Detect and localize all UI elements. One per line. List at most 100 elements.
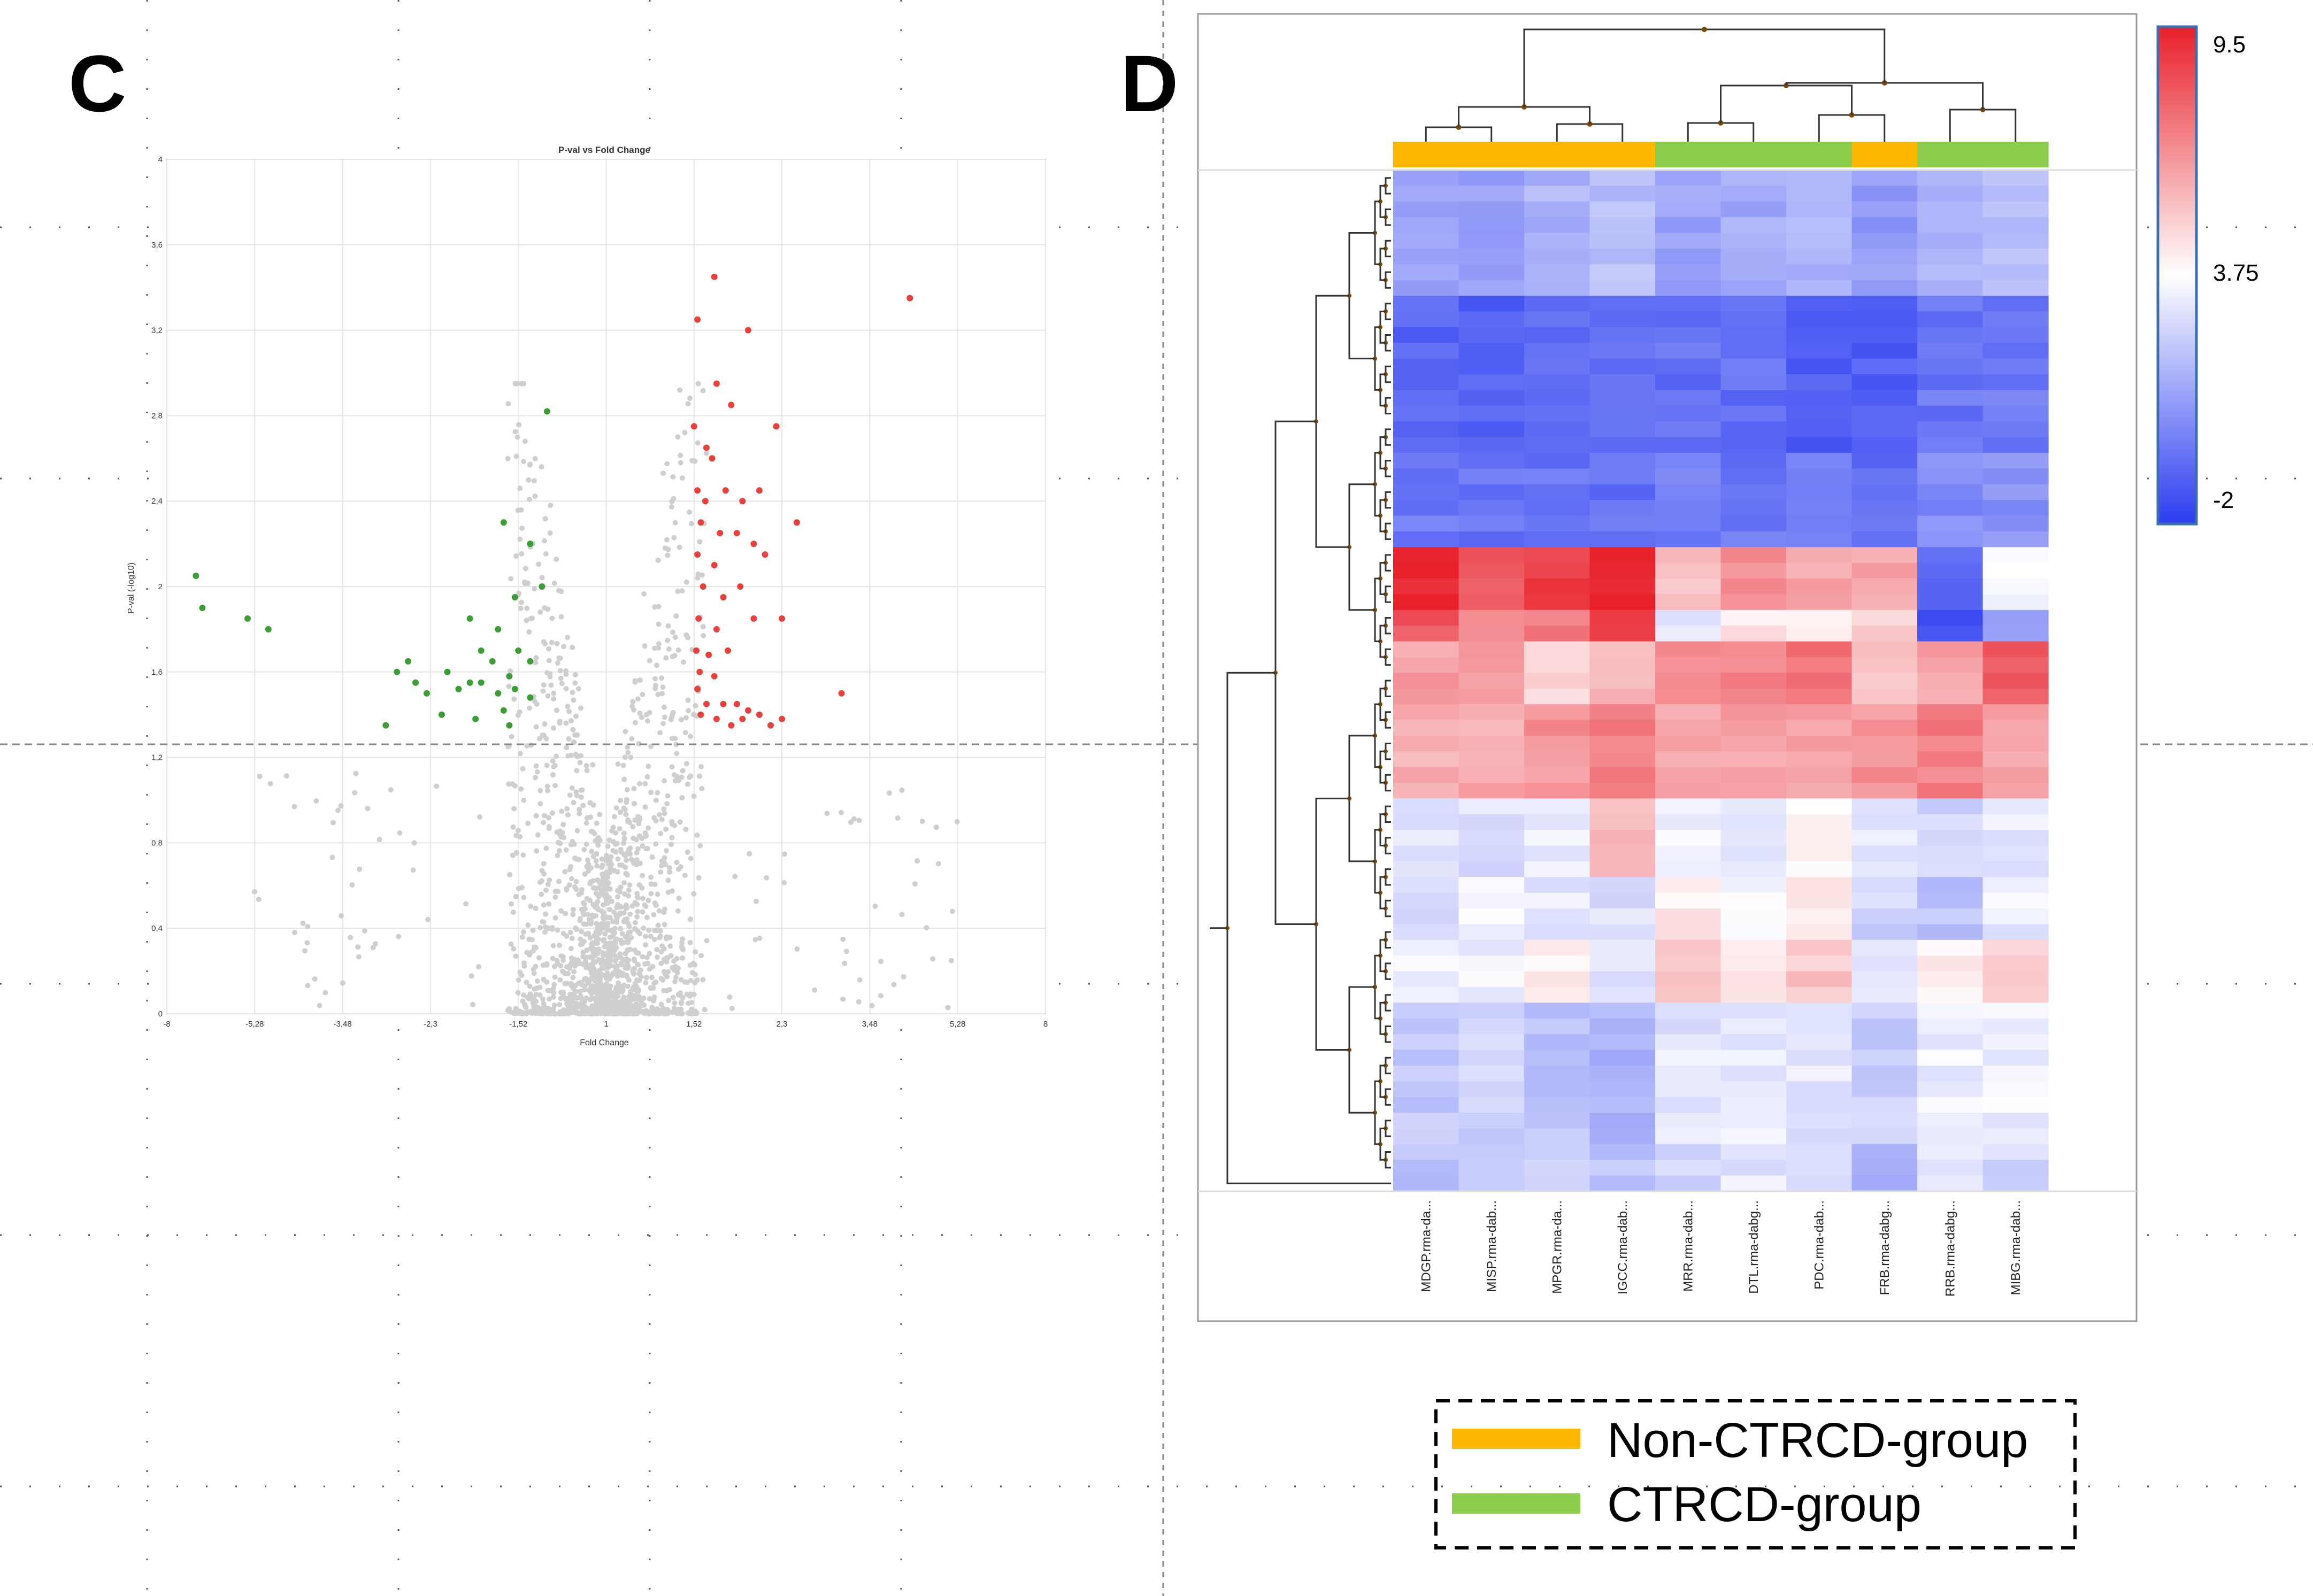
volcano-point-ns bbox=[650, 1010, 656, 1016]
volcano-point-ns bbox=[574, 754, 580, 760]
volcano-point-up bbox=[713, 380, 720, 387]
volcano-point-ns bbox=[915, 858, 920, 864]
heatmap-cell bbox=[1655, 500, 1722, 516]
volcano-point-ns bbox=[670, 994, 676, 1000]
heatmap-cell bbox=[1458, 939, 1525, 956]
row-dendrogram bbox=[1210, 177, 1391, 1184]
volcano-point-ns bbox=[544, 762, 550, 768]
volcano-point-ns bbox=[623, 812, 629, 818]
heatmap-cell bbox=[1917, 343, 1984, 359]
heatmap-cell bbox=[1524, 1018, 1590, 1035]
heatmap-cell bbox=[1917, 720, 1984, 736]
heatmap-cell bbox=[1786, 1097, 1853, 1113]
volcano-point-ns bbox=[672, 978, 678, 984]
heatmap-cell bbox=[1393, 484, 1459, 500]
legend-swatch-ctrcd bbox=[1452, 1493, 1580, 1514]
volcano-point-ns bbox=[463, 901, 469, 907]
volcano-point-ns bbox=[594, 863, 600, 869]
heatmap-cell bbox=[1982, 1003, 2049, 1019]
heatmap-cell bbox=[1786, 924, 1853, 940]
heatmap-cell bbox=[1655, 610, 1722, 626]
heatmap-cell bbox=[1655, 186, 1722, 202]
volcano-point-down bbox=[466, 615, 473, 622]
volcano-point-up bbox=[720, 593, 727, 600]
volcano-point-ns bbox=[543, 888, 549, 893]
heatmap-cell bbox=[1851, 452, 1918, 469]
volcano-point-ns bbox=[526, 629, 532, 635]
heatmap-cell bbox=[1917, 1065, 1984, 1082]
heatmap-cell bbox=[1655, 437, 1722, 453]
volcano-point-ns bbox=[545, 881, 551, 887]
volcano-point-ns bbox=[529, 615, 535, 621]
heatmap-cell bbox=[1786, 830, 1853, 846]
heatmap-cell bbox=[1589, 798, 1656, 815]
heatmap-cell bbox=[1786, 233, 1853, 249]
heatmap-cell bbox=[1458, 1034, 1525, 1051]
volcano-point-ns bbox=[526, 477, 532, 483]
volcano-point-ns bbox=[524, 605, 530, 611]
volcano-point-ns bbox=[520, 766, 526, 772]
volcano-point-ns bbox=[543, 924, 549, 930]
heatmap-cell bbox=[1720, 579, 1787, 595]
volcano-point-ns bbox=[643, 980, 649, 986]
volcano-point-ns bbox=[680, 768, 686, 774]
volcano-point-ns bbox=[878, 993, 883, 999]
heatmap-cell bbox=[1524, 798, 1590, 815]
volcano-point-down bbox=[455, 685, 462, 692]
volcano-point-ns bbox=[521, 992, 527, 998]
volcano-point-ns bbox=[683, 761, 689, 767]
volcano-point-ns bbox=[666, 998, 672, 1004]
volcano-point-ns bbox=[590, 983, 596, 989]
volcano-x-tick: -3,48 bbox=[333, 1020, 351, 1029]
volcano-point-down bbox=[527, 658, 534, 665]
volcano-point-ns bbox=[532, 494, 538, 499]
volcano-point-ns bbox=[568, 864, 574, 870]
volcano-point-ns bbox=[686, 1000, 691, 1006]
volcano-point-ns bbox=[577, 806, 582, 812]
volcano-point-ns bbox=[670, 629, 675, 635]
volcano-point-ns bbox=[674, 751, 680, 757]
volcano-point-ns bbox=[641, 925, 647, 931]
volcano-point-down bbox=[466, 679, 473, 686]
heatmap-cell bbox=[1393, 1128, 1459, 1145]
volcano-point-ns bbox=[610, 1004, 616, 1009]
heatmap-cell bbox=[1786, 1113, 1853, 1129]
volcano-point-ns bbox=[292, 929, 298, 935]
heatmap-cell bbox=[1917, 783, 1984, 799]
volcano-point-up bbox=[705, 651, 712, 658]
heatmap-cell bbox=[1589, 515, 1656, 532]
volcano-point-ns bbox=[365, 806, 371, 812]
volcano-point-ns bbox=[663, 655, 669, 661]
volcano-point-ns bbox=[541, 682, 547, 688]
volcano-point-ns bbox=[614, 841, 620, 846]
volcano-point-ns bbox=[601, 965, 607, 971]
heatmap-cell bbox=[1720, 186, 1787, 202]
volcano-point-ns bbox=[547, 671, 553, 677]
volcano-point-down bbox=[500, 519, 507, 526]
volcano-point-ns bbox=[558, 990, 564, 996]
volcano-point-ns bbox=[555, 889, 561, 895]
volcano-point-ns bbox=[587, 800, 593, 806]
heatmap-cell bbox=[1786, 217, 1853, 234]
volcano-point-ns bbox=[653, 841, 659, 847]
volcano-point-ns bbox=[753, 898, 759, 904]
volcano-point-ns bbox=[563, 720, 569, 726]
volcano-point-ns bbox=[632, 920, 638, 926]
volcano-point-ns bbox=[525, 821, 531, 827]
volcano-point-ns bbox=[533, 763, 539, 769]
volcano-point-ns bbox=[567, 792, 573, 798]
volcano-point-ns bbox=[648, 985, 654, 991]
heatmap-cell bbox=[1851, 437, 1918, 453]
volcano-point-ns bbox=[617, 809, 623, 815]
volcano-point-ns bbox=[567, 929, 573, 935]
volcano-point-ns bbox=[518, 786, 524, 792]
volcano-point-ns bbox=[521, 929, 527, 935]
volcano-point-ns bbox=[541, 733, 547, 738]
volcano-point-ns bbox=[515, 828, 521, 834]
volcano-point-ns bbox=[662, 906, 667, 912]
volcano-point-ns bbox=[552, 894, 558, 900]
volcano-point-ns bbox=[661, 704, 667, 710]
heatmap-cell bbox=[1786, 170, 1853, 186]
heatmap-cell bbox=[1393, 531, 1459, 548]
heatmap-cell bbox=[1851, 562, 1918, 579]
